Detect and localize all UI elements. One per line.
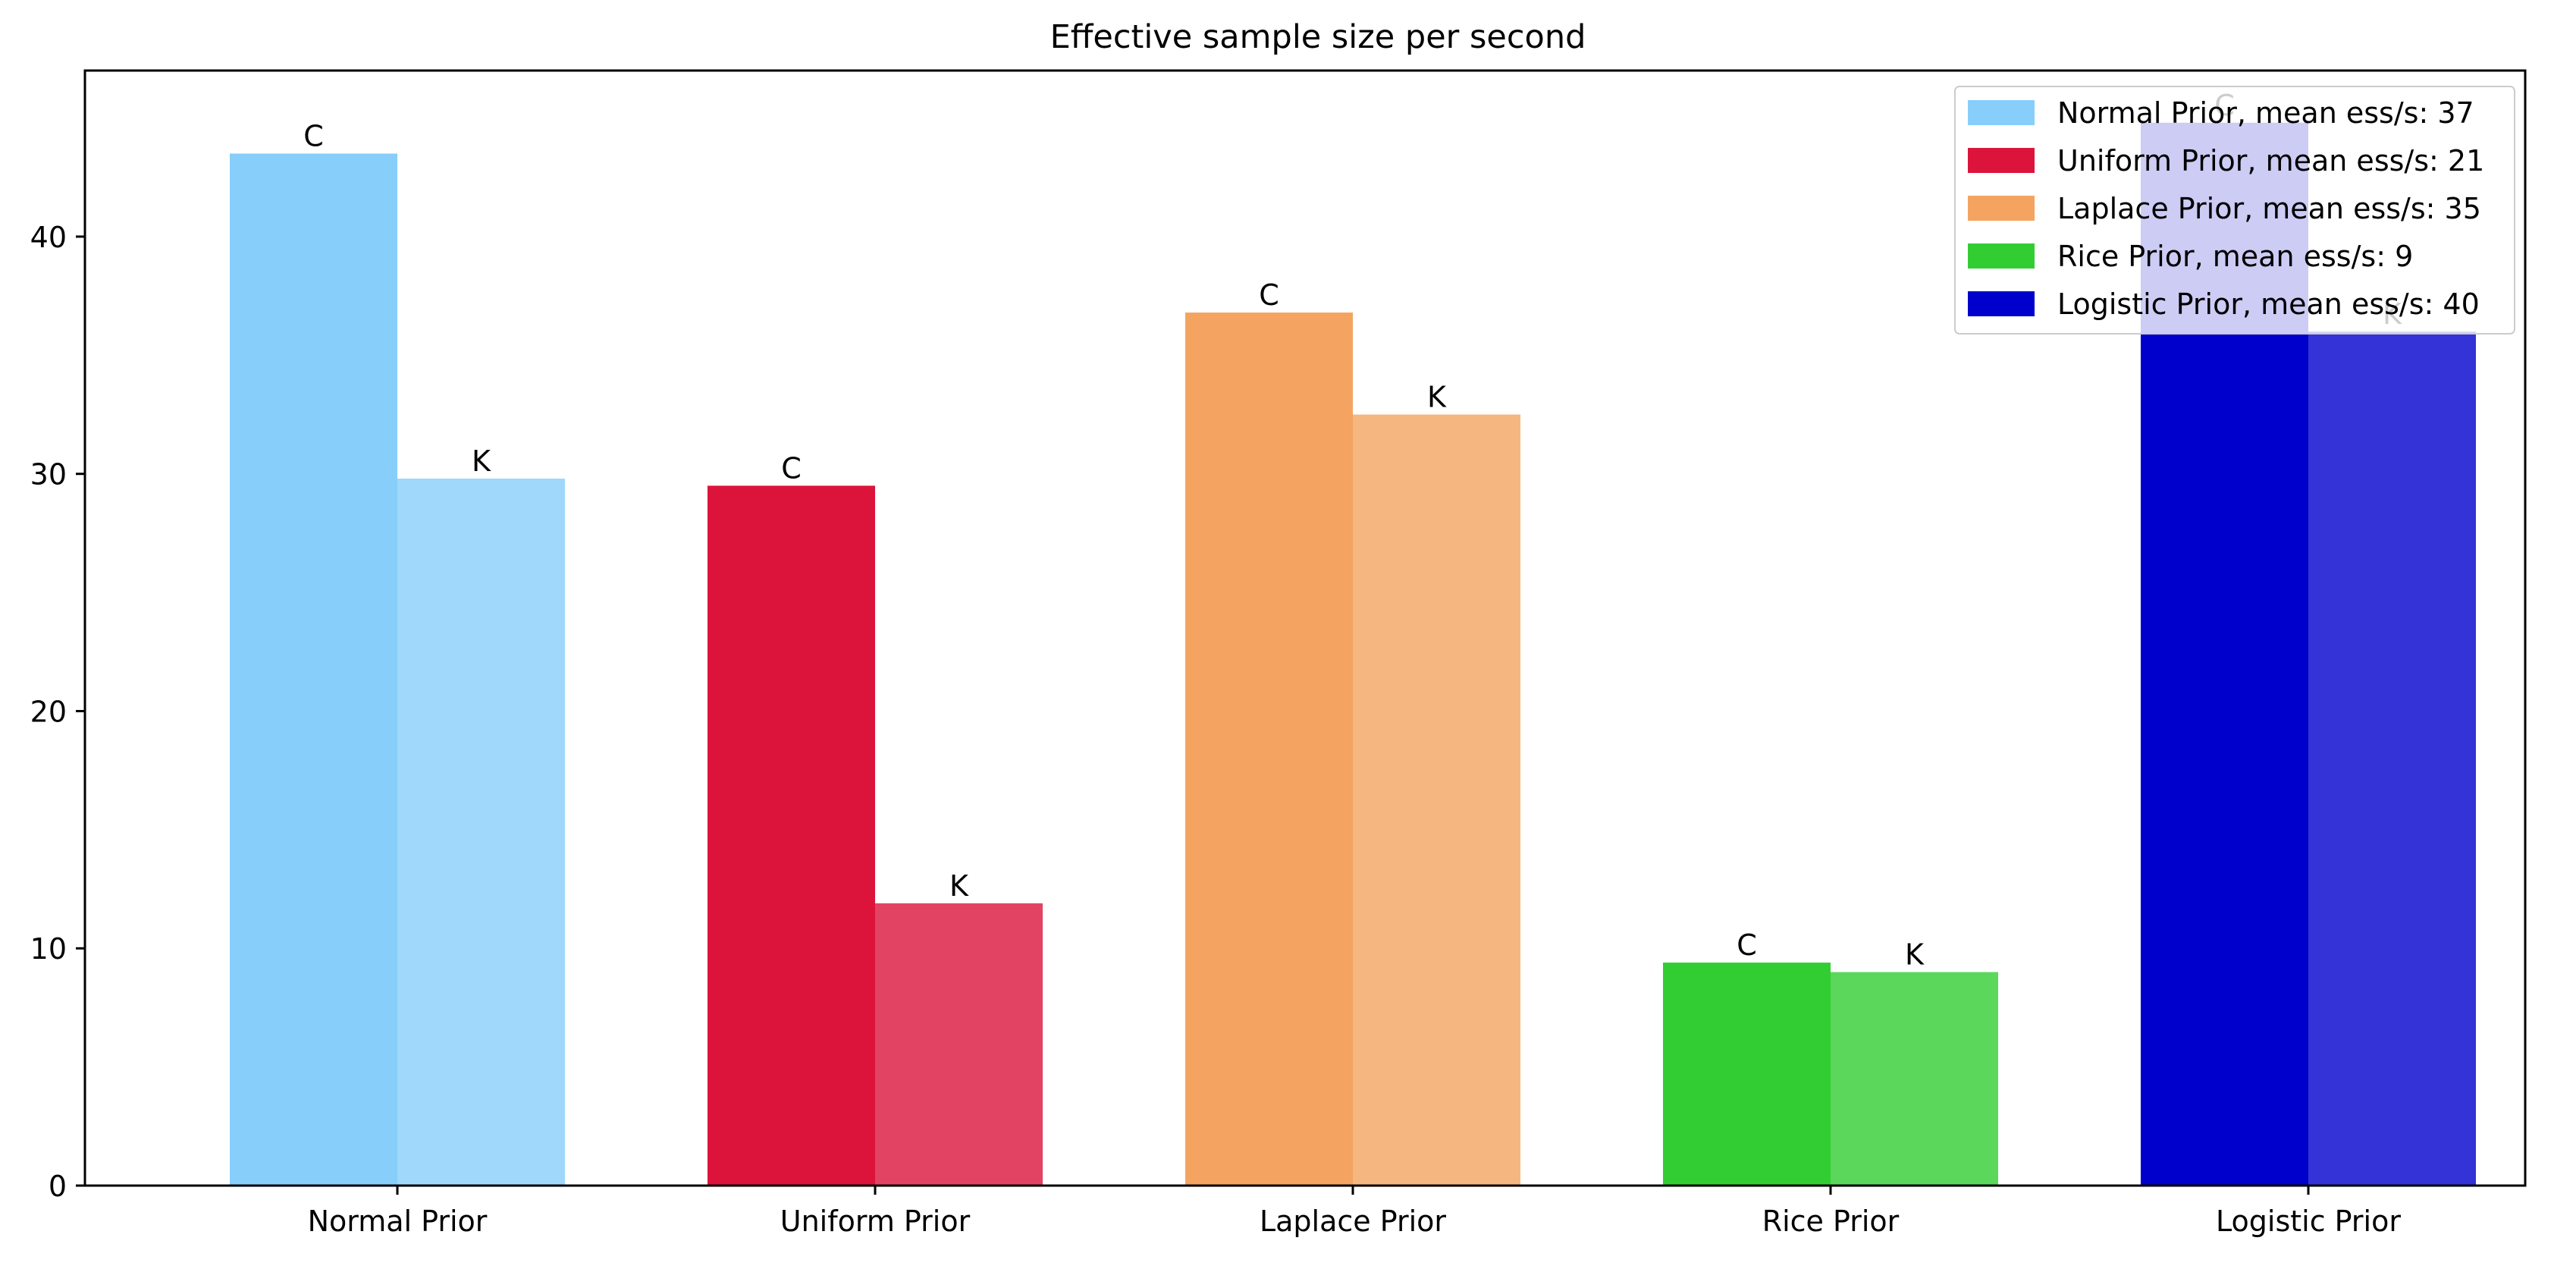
bar-c-rice-prior <box>1663 963 1831 1186</box>
bar-label: K <box>1905 938 1925 972</box>
bar-label: K <box>1427 381 1447 414</box>
bar-label: C <box>1737 928 1757 962</box>
y-tick-label: 30 <box>30 458 67 492</box>
chart-title: Effective sample size per second <box>1050 18 1586 56</box>
bar-k-rice-prior <box>1831 972 1998 1186</box>
legend-label: Rice Prior, mean ess/s: 9 <box>2057 240 2413 273</box>
legend-label: Uniform Prior, mean ess/s: 21 <box>2057 144 2484 177</box>
legend-swatch <box>1968 100 2035 125</box>
bars-layer: CKCKCKCKCK <box>230 89 2476 1186</box>
legend-label: Laplace Prior, mean ess/s: 35 <box>2057 192 2481 225</box>
legend-label: Normal Prior, mean ess/s: 37 <box>2057 96 2474 130</box>
bar-k-uniform-prior <box>875 903 1043 1186</box>
legend-swatch <box>1968 196 2035 221</box>
x-tick-label: Logistic Prior <box>2216 1205 2401 1238</box>
bar-c-laplace-prior <box>1185 313 1353 1186</box>
bar-label: K <box>949 869 969 903</box>
y-tick-label: 20 <box>30 695 67 728</box>
legend-swatch <box>1968 291 2035 316</box>
y-tick-label: 40 <box>30 221 67 254</box>
axes-layer: 0 10 20 30 40 Normal Prior Uniform Prior Laplac… <box>30 69 2527 1238</box>
bar-k-logistic-prior <box>2308 331 2476 1186</box>
bar-label: C <box>303 119 324 152</box>
legend-swatch <box>1968 148 2035 173</box>
y-tick-label: 10 <box>30 932 67 966</box>
bar-k-laplace-prior <box>1353 414 1520 1186</box>
bar-label: C <box>1259 278 1279 312</box>
bar-label: C <box>781 451 802 485</box>
y-tick-label: 0 <box>49 1170 67 1203</box>
bar-label: K <box>472 445 491 478</box>
bar-c-uniform-prior <box>708 485 875 1186</box>
bar-k-normal-prior <box>397 478 565 1186</box>
x-tick-label: Laplace Prior <box>1260 1205 1446 1238</box>
legend-box <box>1954 86 2515 335</box>
bar-c-normal-prior <box>230 153 397 1186</box>
x-tick-label: Uniform Prior <box>780 1205 971 1238</box>
legend-label: Logistic Prior, mean ess/s: 40 <box>2057 287 2480 321</box>
x-tick-label: Normal Prior <box>308 1205 488 1238</box>
legend-swatch <box>1968 243 2035 269</box>
legend: Normal Prior, mean ess/s: 37 Uniform Prio… <box>1954 86 2515 335</box>
x-tick-label: Rice Prior <box>1762 1205 1900 1238</box>
plot-frame <box>83 69 2527 1187</box>
